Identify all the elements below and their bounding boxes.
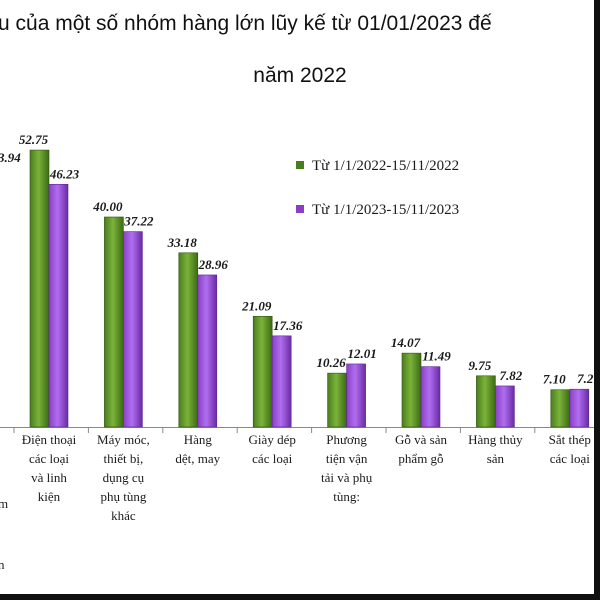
category-label-4-line-2: tải và phụ	[321, 470, 373, 485]
category-label-7-line-0: Sắt thép	[549, 432, 591, 447]
bar-2022-3	[252, 315, 273, 428]
labels-layer: 52.75 40.00 33.18 21.09 10.26 14.07 9.75 7.10 46…	[19, 132, 594, 387]
bar-2023-1	[123, 231, 143, 428]
category-label-1-line-2: dụng cụ	[103, 470, 145, 485]
category-label-0-line-2: và linh	[31, 470, 67, 485]
bar-2023-5	[420, 366, 441, 428]
bar-2023-2	[197, 274, 218, 428]
data-label-2022-0: 52.75	[19, 132, 49, 147]
category-label-4-line-3: tùng:	[333, 489, 360, 504]
bar-2023-7	[569, 388, 590, 428]
bar-2022-0	[29, 149, 50, 428]
category-label-2-line-0: Hàng	[184, 432, 213, 447]
legend-swatch-1	[296, 205, 304, 213]
partial-category-fragment-2: n	[0, 557, 5, 572]
data-label-2023-4: 12.01	[347, 346, 376, 361]
data-label-2022-6: 9.75	[469, 358, 492, 373]
axis-layer	[0, 427, 600, 433]
category-label-5-line-1: phẩm gỗ	[398, 451, 443, 466]
bar-2023-6	[495, 385, 515, 428]
data-label-2023-7: 7.2	[577, 371, 594, 386]
category-label-6-line-0: Hàng thủy	[468, 432, 523, 447]
category-label-0-line-1: các loại	[29, 451, 69, 466]
legend-label-0: Từ 1/1/2022-15/11/2022	[312, 158, 459, 174]
bar-2023-0	[48, 183, 69, 428]
category-label-6-line-1: sản	[487, 451, 505, 466]
data-label-2023-6: 7.82	[500, 368, 523, 383]
bar-2023-3	[271, 335, 292, 428]
data-label-2023-5: 11.49	[422, 349, 451, 364]
data-label-2022-3: 21.09	[241, 298, 272, 313]
data-label-2022-2: 33.18	[167, 235, 198, 250]
data-label-2022-7: 7.10	[543, 372, 566, 387]
data-label-2023-3: 17.36	[273, 318, 303, 333]
data-label-2023-2: 28.96	[198, 257, 229, 272]
bar-2022-4	[327, 372, 347, 428]
bar-2022-7	[550, 389, 571, 428]
category-label-3-line-0: Giày dép	[249, 432, 296, 447]
bottom-frame-border	[0, 594, 600, 600]
category-label-1-line-3: phụ tùng	[100, 489, 146, 504]
data-label-2022-4: 10.26	[316, 355, 346, 370]
data-label-2023-0: 46.23	[49, 166, 80, 181]
legend-swatch-0	[296, 161, 304, 169]
category-label-7-line-1: các loại	[550, 451, 590, 466]
partial-value-label: 3.94	[0, 150, 21, 165]
bars-layer	[29, 149, 590, 428]
category-label-3-line-1: các loại	[252, 451, 292, 466]
partial-category-fragment-1: m	[0, 496, 8, 511]
right-frame-border	[594, 0, 600, 600]
category-label-1-line-4: khác	[111, 508, 136, 523]
category-label-0-line-0: Điện thoại	[22, 432, 77, 447]
bar-2022-2	[178, 252, 199, 428]
categories-layer: Điện thoại các loại và linh kiện Máy móc, thi…	[22, 432, 591, 523]
bar-2022-6	[476, 375, 496, 428]
category-label-0-line-3: kiện	[38, 489, 61, 504]
legend: Từ 1/1/2022-15/11/2022 Từ 1/1/2023-15/11/…	[296, 158, 459, 218]
category-label-1-line-1: thiết bị,	[104, 451, 144, 466]
chart-title-line-2: năm 2022	[253, 64, 347, 87]
category-label-2-line-1: dệt, may	[175, 451, 220, 466]
category-label-4-line-0: Phương	[326, 432, 367, 447]
bar-2022-5	[401, 352, 422, 428]
bar-2023-4	[346, 363, 366, 428]
bar-2022-1	[104, 216, 124, 428]
category-label-5-line-0: Gỗ và sản	[395, 432, 447, 447]
chart-title-line-1: u của một số nhóm hàng lớn lũy kế từ 01/…	[0, 12, 492, 35]
data-label-2022-1: 40.00	[92, 199, 123, 214]
category-label-1-line-0: Máy móc,	[97, 432, 150, 447]
category-label-4-line-1: tiện vận	[326, 451, 368, 466]
data-label-2023-1: 37.22	[123, 214, 154, 229]
legend-label-1: Từ 1/1/2023-15/11/2023	[312, 202, 459, 218]
data-label-2022-5: 14.07	[391, 335, 421, 350]
